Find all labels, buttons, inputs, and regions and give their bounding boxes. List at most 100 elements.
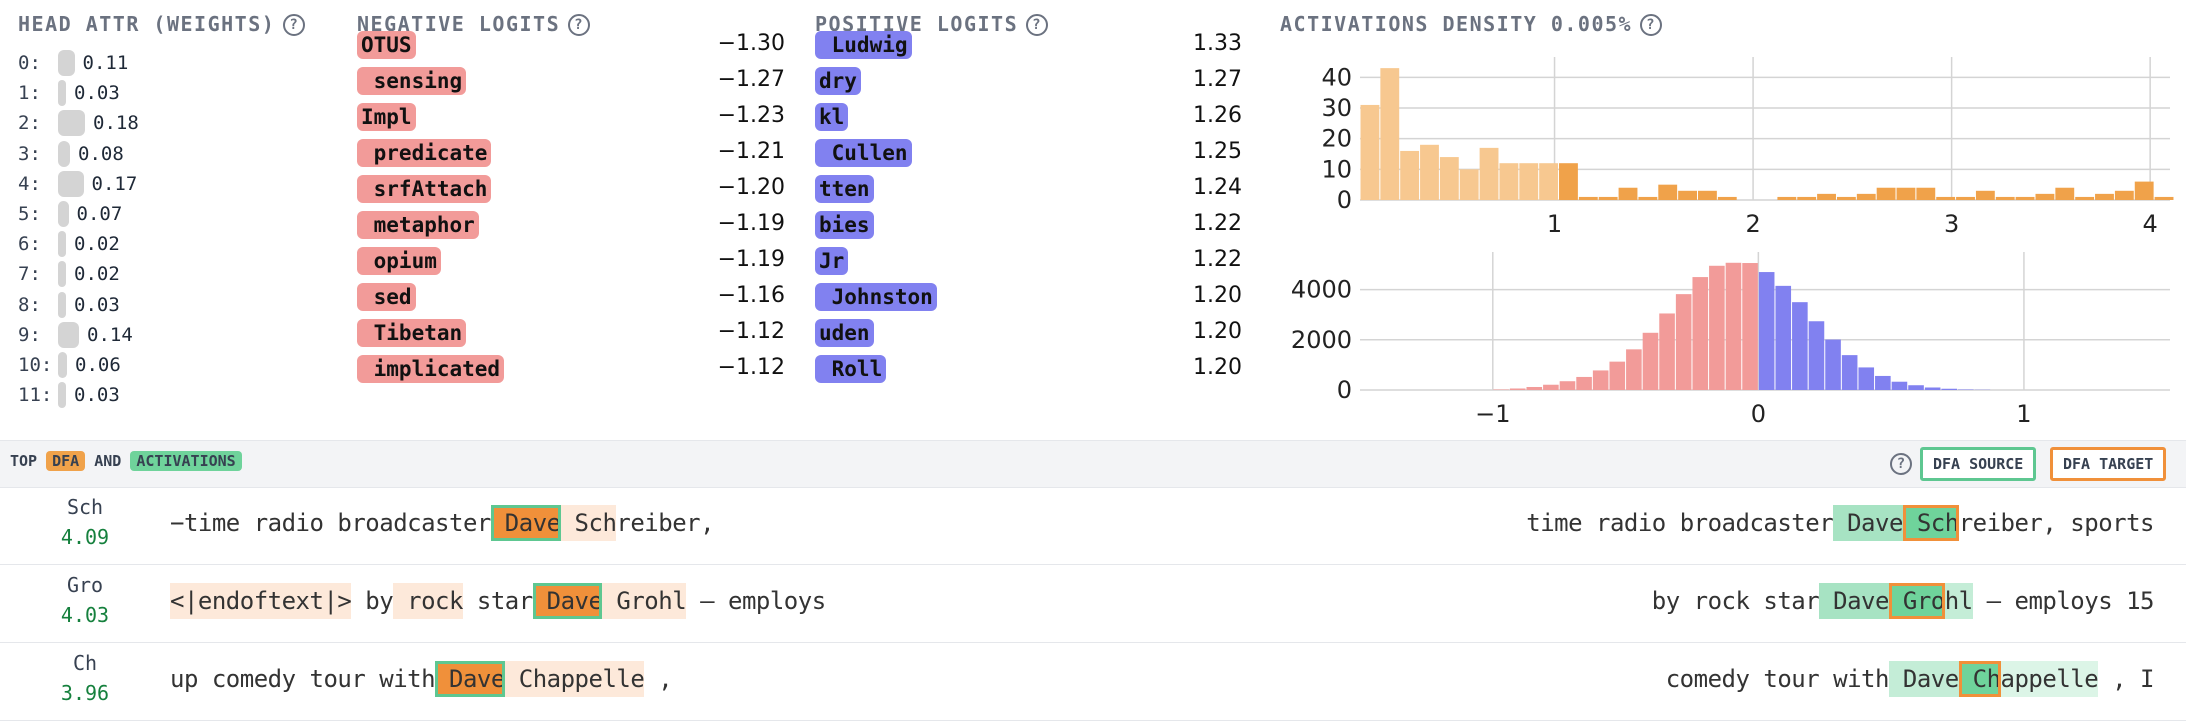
- head-attr-title: HEAD ATTR (WEIGHTS)?: [18, 12, 305, 36]
- head-weight-value: 0.18: [93, 112, 139, 134]
- logit-token: OTUS: [357, 31, 416, 59]
- histogram-bar: [1726, 263, 1742, 390]
- histogram-bar: [1742, 263, 1758, 390]
- context-token: —: [686, 583, 714, 619]
- head-weight-bar: [58, 322, 79, 348]
- logit-value: 1.26: [1152, 103, 1242, 128]
- source-context: −time radio broadcaster Dave Schreiber,: [170, 509, 714, 537]
- histogram-bar: [1809, 321, 1825, 390]
- context-token: Sch: [561, 505, 617, 541]
- logit-token: Tibetan: [357, 319, 466, 347]
- target-context: by rock star Dave Grohl — employs 15: [1652, 587, 2154, 615]
- source-context: up comedy tour with Dave Chappelle ,: [170, 665, 672, 693]
- help-icon[interactable]: ?: [1640, 14, 1662, 36]
- activation-value: 4.03: [40, 603, 130, 627]
- histogram-bar: [1420, 145, 1439, 200]
- x-tick-label: 1: [2016, 400, 2031, 428]
- logit-value: −1.21: [695, 139, 785, 164]
- head-attr-row: 5:0.07: [18, 199, 338, 229]
- logit-value: 1.20: [1152, 283, 1242, 308]
- histogram-bar: [1526, 387, 1542, 390]
- histogram-bar: [1797, 197, 1816, 200]
- logit-token: dry: [815, 67, 861, 95]
- help-icon[interactable]: ?: [283, 14, 305, 36]
- help-icon[interactable]: ?: [1026, 14, 1048, 36]
- logit-token: opium: [357, 247, 441, 275]
- histogram-bar: [1493, 389, 1509, 390]
- activation-token: Sch: [40, 495, 130, 519]
- context-token: broadcaster: [1666, 505, 1833, 541]
- head-attr-title-text: HEAD ATTR (WEIGHTS): [18, 12, 275, 36]
- histogram-bar: [1825, 340, 1841, 390]
- context-token: ,: [2098, 661, 2126, 697]
- logit-row: kl: [815, 99, 848, 135]
- head-weight-value: 0.07: [77, 203, 123, 225]
- histogram-bar: [1692, 277, 1708, 390]
- logit-row: srfAttach: [357, 171, 491, 207]
- y-tick-label: 30: [1321, 94, 1352, 122]
- logit-value: 1.22: [1152, 247, 1242, 272]
- help-icon[interactable]: ?: [1890, 453, 1912, 475]
- head-weight-value: 0.03: [74, 294, 120, 316]
- logit-value: 1.20: [1152, 355, 1242, 380]
- context-token: employs: [714, 583, 826, 619]
- y-tick-label: 10: [1321, 155, 1352, 183]
- head-attr-row: 9:0.14: [18, 320, 338, 350]
- histogram-bar: [1579, 197, 1598, 200]
- x-tick-label: 0: [1751, 400, 1766, 428]
- head-attr-row: 4:0.17: [18, 169, 338, 199]
- context-token: Sch: [1903, 505, 1959, 541]
- logit-token: metaphor: [357, 211, 479, 239]
- logit-row: sensing: [357, 63, 466, 99]
- histogram-bar: [1440, 157, 1459, 200]
- logit-value: −1.30: [695, 31, 785, 56]
- head-attr-row: 6:0.02: [18, 229, 338, 259]
- dfa-source-button[interactable]: DFA SOURCE: [1920, 447, 2036, 481]
- histogram-bar: [1643, 333, 1659, 390]
- logit-row: bies: [815, 207, 874, 243]
- context-token: Ch: [1959, 661, 2001, 697]
- y-tick-label: 4000: [1291, 276, 1352, 304]
- head-index: 6:: [18, 233, 58, 255]
- histogram-bar: [1718, 197, 1737, 200]
- context-token: comedy: [1666, 661, 1750, 697]
- head-attr-row: 2: 0.18: [18, 108, 338, 138]
- context-token: I: [2126, 661, 2154, 697]
- histogram-bar: [2115, 191, 2134, 200]
- head-weight-value: 0.06: [75, 354, 121, 376]
- head-weight-bar: [58, 261, 66, 287]
- head-weight-bar: [58, 141, 70, 167]
- head-weight-value: 0.02: [74, 263, 120, 285]
- head-index: 3:: [18, 143, 58, 165]
- logit-row: sed: [357, 279, 416, 315]
- logit-token: Cullen: [815, 139, 912, 167]
- histogram-bar: [1519, 163, 1538, 200]
- context-token: time: [1526, 505, 1582, 541]
- help-icon[interactable]: ?: [568, 14, 590, 36]
- head-attr-row: 10:0.06: [18, 350, 338, 380]
- head-weight-bar: [58, 50, 75, 76]
- context-token: Grohl: [602, 583, 686, 619]
- histogram-bar: [1837, 197, 1856, 200]
- logit-row: Cullen: [815, 135, 912, 171]
- histogram-bar: [1499, 163, 1518, 200]
- dfa-target-button[interactable]: DFA TARGET: [2050, 447, 2166, 481]
- context-token: Dave: [1833, 505, 1903, 541]
- activations-density-title: ACTIVATIONS DENSITY 0.005%?: [1280, 12, 1662, 36]
- x-tick-label: 4: [2143, 210, 2158, 238]
- histogram-bar: [1638, 197, 1657, 200]
- logit-row: Jr: [815, 243, 848, 279]
- context-token: rock: [1680, 583, 1750, 619]
- x-tick-label: 1: [1547, 210, 1562, 238]
- context-token: Dave: [533, 583, 603, 619]
- context-token: tour: [1749, 661, 1819, 697]
- y-tick-label: 2000: [1291, 326, 1352, 354]
- activation-value: 3.96: [40, 681, 130, 705]
- histogram-bar: [1593, 370, 1609, 390]
- context-token: by: [351, 583, 393, 619]
- context-token: reiber,: [1959, 505, 2057, 541]
- context-token: radio: [240, 505, 324, 541]
- head-index: 2:: [18, 112, 58, 134]
- x-tick-label: 2: [1745, 210, 1760, 238]
- histogram-bar: [1361, 105, 1380, 200]
